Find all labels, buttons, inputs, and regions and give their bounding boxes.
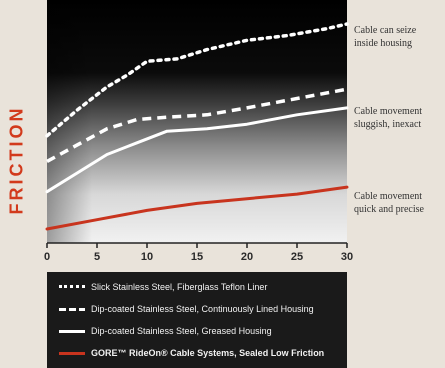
legend-item-gore: GORE™ RideOn® Cable Systems, Sealed Low … [59,346,324,360]
legend: Slick Stainless Steel, Fiberglass Teflon… [47,272,347,368]
legend-label: Dip-coated Stainless Steel, Continuously… [91,304,314,314]
series-line-1 [46,87,348,163]
annotation-text: Cable movement quick and precise [354,190,445,216]
annotation-line: inside housing [354,38,413,49]
annotation-text: Cable movement sluggish, inexact [354,105,445,131]
annotation-line: quick and precise [354,204,424,215]
x-tick-label: 20 [241,251,253,263]
legend-label: Dip-coated Stainless Steel, Greased Hous… [91,326,272,336]
legend-swatch-solid [59,326,85,336]
legend-swatch-dotted [59,282,85,292]
annotation-seize: Cable can seize inside housing [354,24,445,50]
annotation-sluggish: Cable movement sluggish, inexact [354,105,445,131]
y-axis-label: FRICTION [6,105,27,215]
x-tick-label: 5 [94,251,100,263]
annotation-line: Cable movement [354,191,423,202]
legend-item-dip-greased: Dip-coated Stainless Steel, Greased Hous… [59,324,272,338]
series-line-2 [45,106,349,194]
legend-swatch-red [59,348,85,358]
annotation-precise: Cable movement quick and precise [354,190,445,216]
x-tick-label: 10 [141,251,153,263]
series-line-3 [45,185,349,231]
legend-label: GORE™ RideOn® Cable Systems, Sealed Low … [91,348,325,358]
annotation-line: sluggish, inexact [354,119,422,130]
x-tick-label: 0 [44,251,50,263]
legend-label: Slick Stainless Steel, Fiberglass Teflon… [91,282,268,292]
x-tick-label: 25 [291,251,303,263]
annotation-text: Cable can seize inside housing [354,24,445,50]
series-line-0 [45,22,349,138]
legend-item-dip-lined: Dip-coated Stainless Steel, Continuously… [59,302,314,316]
legend-item-slick: Slick Stainless Steel, Fiberglass Teflon… [59,280,267,294]
legend-swatch-dashed [59,304,85,314]
annotation-line: Cable can seize [354,25,417,36]
annotation-line: Cable movement [354,106,423,117]
x-tick-label: 15 [191,251,203,263]
x-tick-label: 30 [341,251,353,263]
